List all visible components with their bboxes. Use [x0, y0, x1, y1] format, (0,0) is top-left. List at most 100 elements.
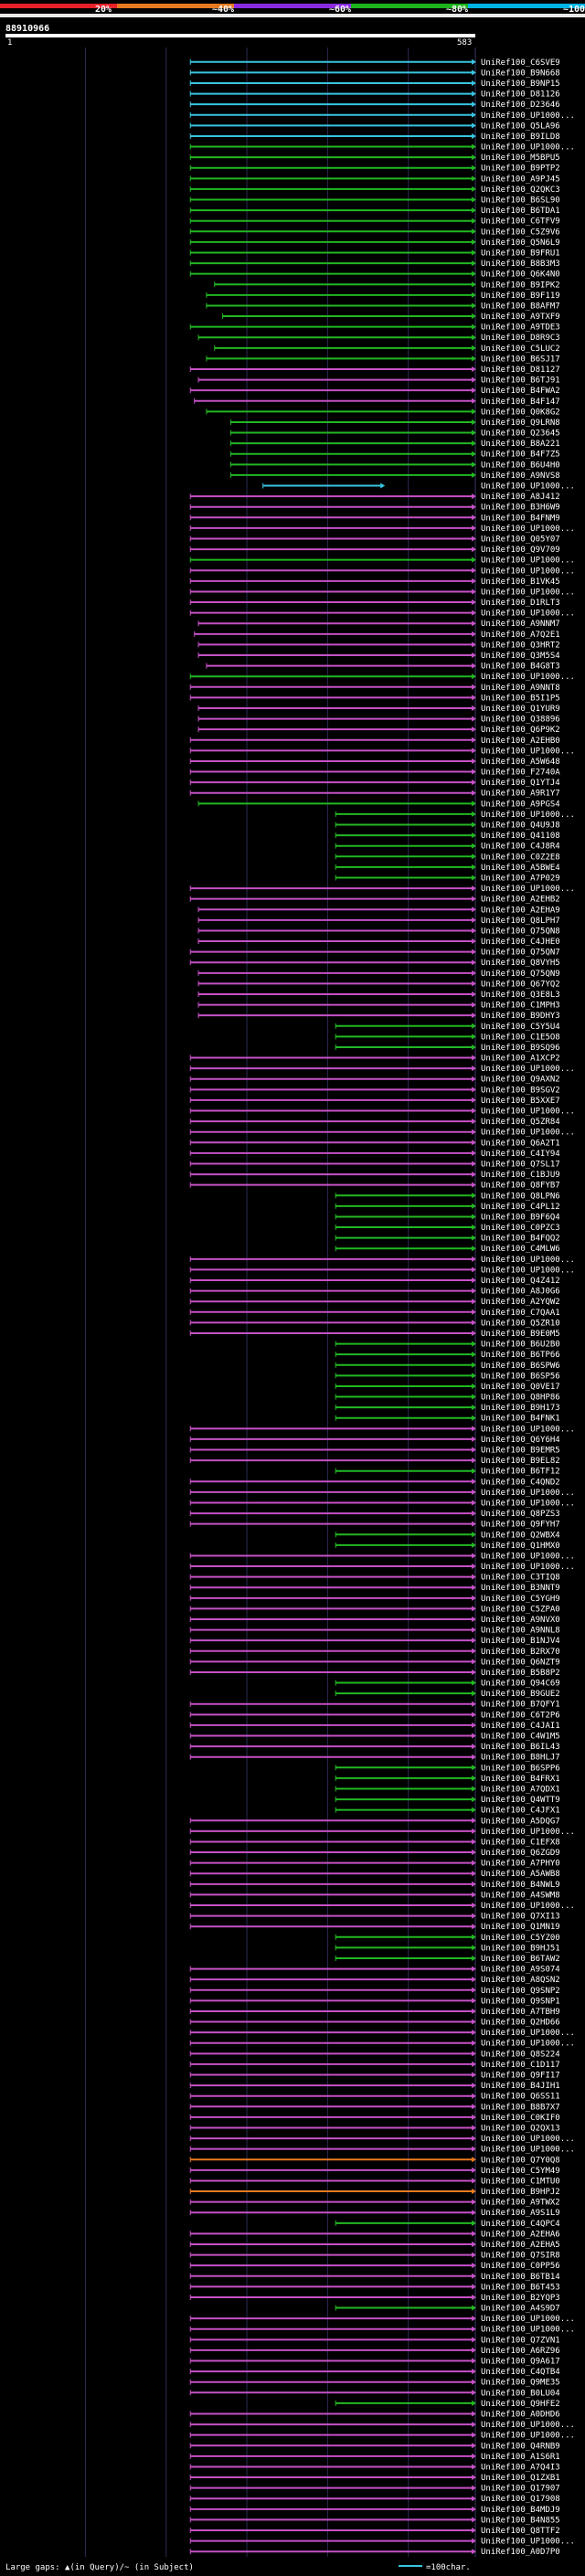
hit-row[interactable]: UniRef100_Q1YTJ4: [189, 779, 560, 788]
hit-row[interactable]: UniRef100_C4PL12: [335, 1203, 560, 1212]
hit-row[interactable]: UniRef100_A9TDE3: [189, 323, 560, 333]
hit-row[interactable]: UniRef100_A7TBH9: [189, 2008, 560, 2017]
hit-row[interactable]: UniRef100_A9S074: [189, 1966, 560, 1975]
hit-row[interactable]: UniRef100_C1BJU9: [189, 1171, 560, 1180]
hit-row[interactable]: UniRef100_Q1YUR9: [197, 705, 560, 714]
hit-row[interactable]: UniRef100_Q9AXN2: [189, 1076, 560, 1085]
hit-label[interactable]: UniRef100_UP1000...: [481, 1065, 575, 1074]
hit-label[interactable]: UniRef100_UP1000...: [481, 2029, 575, 2038]
hit-label[interactable]: UniRef100_B4F7Z5: [481, 451, 560, 460]
hit-row[interactable]: UniRef100_C4QND2: [189, 1478, 560, 1487]
hit-row[interactable]: UniRef100_A9TWX2: [189, 2199, 560, 2208]
hit-label[interactable]: UniRef100_B4N855: [481, 2516, 560, 2525]
hit-row[interactable]: UniRef100_Q41108: [335, 832, 560, 841]
hit-label[interactable]: UniRef100_UP1000...: [481, 588, 575, 597]
hit-label[interactable]: UniRef100_C3TIQ8: [481, 1574, 560, 1583]
hit-row[interactable]: UniRef100_UP1000...: [189, 2326, 575, 2335]
hit-row[interactable]: UniRef100_Q9FYH7: [189, 1521, 560, 1530]
hit-row[interactable]: UniRef100_B6SP56: [335, 1372, 560, 1381]
hit-label[interactable]: UniRef100_UP1000...: [481, 747, 575, 756]
hit-row[interactable]: UniRef100_B6SPP6: [335, 1764, 560, 1773]
hit-row[interactable]: UniRef100_C5Z9V6: [189, 228, 560, 237]
hit-label[interactable]: UniRef100_C0KIF0: [481, 2114, 560, 2123]
hit-row[interactable]: UniRef100_B6TJ91: [197, 376, 560, 386]
hit-row[interactable]: UniRef100_Q7ZVN1: [189, 2336, 560, 2345]
hit-row[interactable]: UniRef100_Q8LPH7: [197, 917, 560, 926]
hit-label[interactable]: UniRef100_Q9V709: [481, 546, 560, 555]
hit-label[interactable]: UniRef100_A2EHB0: [481, 737, 560, 746]
hit-row[interactable]: UniRef100_A9NVS8: [229, 472, 560, 481]
hit-row[interactable]: UniRef100_Q6Y6H4: [189, 1436, 560, 1445]
hit-row[interactable]: UniRef100_A0D7P0: [189, 2548, 560, 2557]
hit-row[interactable]: UniRef100_Q8TTF2: [189, 2527, 560, 2536]
hit-label[interactable]: UniRef100_Q1YTJ4: [481, 779, 560, 788]
hit-row[interactable]: UniRef100_B9N668: [189, 69, 560, 78]
hit-row[interactable]: UniRef100_UP1000...: [189, 2315, 575, 2324]
hit-row[interactable]: UniRef100_B9DHY3: [197, 1012, 560, 1021]
hit-label[interactable]: UniRef100_Q6Y6H4: [481, 1436, 560, 1445]
hit-row[interactable]: UniRef100_UP1000...: [189, 567, 575, 576]
hit-row[interactable]: UniRef100_B9GUE2: [335, 1690, 560, 1699]
hit-label[interactable]: UniRef100_B9SGV2: [481, 1086, 560, 1095]
hit-row[interactable]: UniRef100_B4FNK1: [335, 1415, 560, 1424]
hit-row[interactable]: UniRef100_A8QSN2: [189, 1976, 560, 1985]
hit-row[interactable]: UniRef100_UP1000...: [189, 2029, 575, 2038]
hit-label[interactable]: UniRef100_B2YQP3: [481, 2294, 560, 2303]
hit-label[interactable]: UniRef100_B6IL43: [481, 1743, 560, 1752]
hit-row[interactable]: UniRef100_B4NWL9: [189, 1881, 560, 1890]
hit-row[interactable]: UniRef100_D81127: [189, 366, 560, 375]
hit-label[interactable]: UniRef100_B4FRX1: [481, 1775, 560, 1784]
hit-row[interactable]: UniRef100_B9HJ51: [335, 1944, 560, 1953]
hit-label[interactable]: UniRef100_C4PL12: [481, 1203, 560, 1212]
hit-label[interactable]: UniRef100_A9NVX0: [481, 1616, 560, 1625]
hit-label[interactable]: UniRef100_B6TF12: [481, 1468, 560, 1477]
hit-label[interactable]: UniRef100_UP1000...: [481, 2538, 575, 2547]
hit-row[interactable]: UniRef100_A2YQW2: [189, 1298, 560, 1307]
hit-row[interactable]: UniRef100_UP1000...: [189, 1499, 575, 1508]
hit-label[interactable]: UniRef100_UP1000...: [481, 143, 575, 153]
hit-row[interactable]: UniRef100_Q75QN7: [189, 949, 560, 958]
hit-row[interactable]: UniRef100_A9NNT8: [189, 684, 560, 693]
hit-label[interactable]: UniRef100_B9NP15: [481, 80, 560, 89]
hit-row[interactable]: UniRef100_Q8FYB7: [189, 1182, 560, 1191]
hit-label[interactable]: UniRef100_Q4WTT9: [481, 1796, 560, 1805]
hit-label[interactable]: UniRef100_UP1000...: [481, 525, 575, 534]
hit-row[interactable]: UniRef100_B6TDA1: [189, 207, 560, 216]
hit-row[interactable]: UniRef100_C5YM49: [189, 2167, 560, 2176]
hit-label[interactable]: UniRef100_Q8VYH5: [481, 959, 560, 968]
hit-row[interactable]: UniRef100_B8B3M3: [189, 260, 560, 269]
hit-label[interactable]: UniRef100_C4W1M5: [481, 1733, 560, 1742]
hit-row[interactable]: UniRef100_B4MDJ9: [189, 2506, 560, 2515]
hit-label[interactable]: UniRef100_C1MPH3: [481, 1002, 560, 1011]
hit-row[interactable]: UniRef100_B7QFY1: [189, 1701, 560, 1710]
hit-label[interactable]: UniRef100_B6TP66: [481, 1351, 560, 1360]
hit-label[interactable]: UniRef100_Q41108: [481, 832, 560, 841]
hit-label[interactable]: UniRef100_Q4Z412: [481, 1277, 560, 1286]
hit-label[interactable]: UniRef100_A5DQG7: [481, 1817, 560, 1826]
hit-row[interactable]: UniRef100_Q4RNB9: [189, 2442, 560, 2451]
hit-row[interactable]: UniRef100_C6SVE9: [189, 58, 560, 68]
hit-label[interactable]: UniRef100_B3NNT9: [481, 1584, 560, 1593]
hit-row[interactable]: UniRef100_UP1000...: [189, 885, 575, 894]
hit-label[interactable]: UniRef100_D8R9C3: [481, 334, 560, 343]
hit-row[interactable]: UniRef100_A7P029: [335, 874, 560, 883]
hit-label[interactable]: UniRef100_A9PJ45: [481, 175, 560, 184]
hit-label[interactable]: UniRef100_A9R1Y7: [481, 790, 560, 799]
hit-label[interactable]: UniRef100_A9NNT8: [481, 684, 560, 693]
hit-label[interactable]: UniRef100_A8J412: [481, 493, 560, 502]
hit-row[interactable]: UniRef100_Q17907: [189, 2485, 560, 2494]
hit-label[interactable]: UniRef100_B4G8T3: [481, 663, 560, 672]
hit-row[interactable]: UniRef100_Q6SS11: [189, 2093, 560, 2102]
hit-label[interactable]: UniRef100_Q67YQ2: [481, 980, 560, 989]
hit-label[interactable]: UniRef100_B4F147: [481, 398, 560, 407]
hit-row[interactable]: UniRef100_A5BWE4: [335, 864, 560, 873]
hit-row[interactable]: UniRef100_B9FRU1: [189, 249, 560, 258]
hit-label[interactable]: UniRef100_A5W648: [481, 758, 560, 767]
hit-row[interactable]: UniRef100_A9S1L9: [189, 2209, 560, 2218]
hit-label[interactable]: UniRef100_Q2QX13: [481, 2124, 560, 2133]
hit-label[interactable]: UniRef100_Q8LPH7: [481, 917, 560, 926]
hit-row[interactable]: UniRef100_B9ILD8: [189, 133, 560, 142]
hit-row[interactable]: UniRef100_Q9A617: [189, 2358, 560, 2367]
hit-row[interactable]: UniRef100_UP1000...: [189, 111, 575, 121]
hit-label[interactable]: UniRef100_C6SVE9: [481, 58, 560, 68]
